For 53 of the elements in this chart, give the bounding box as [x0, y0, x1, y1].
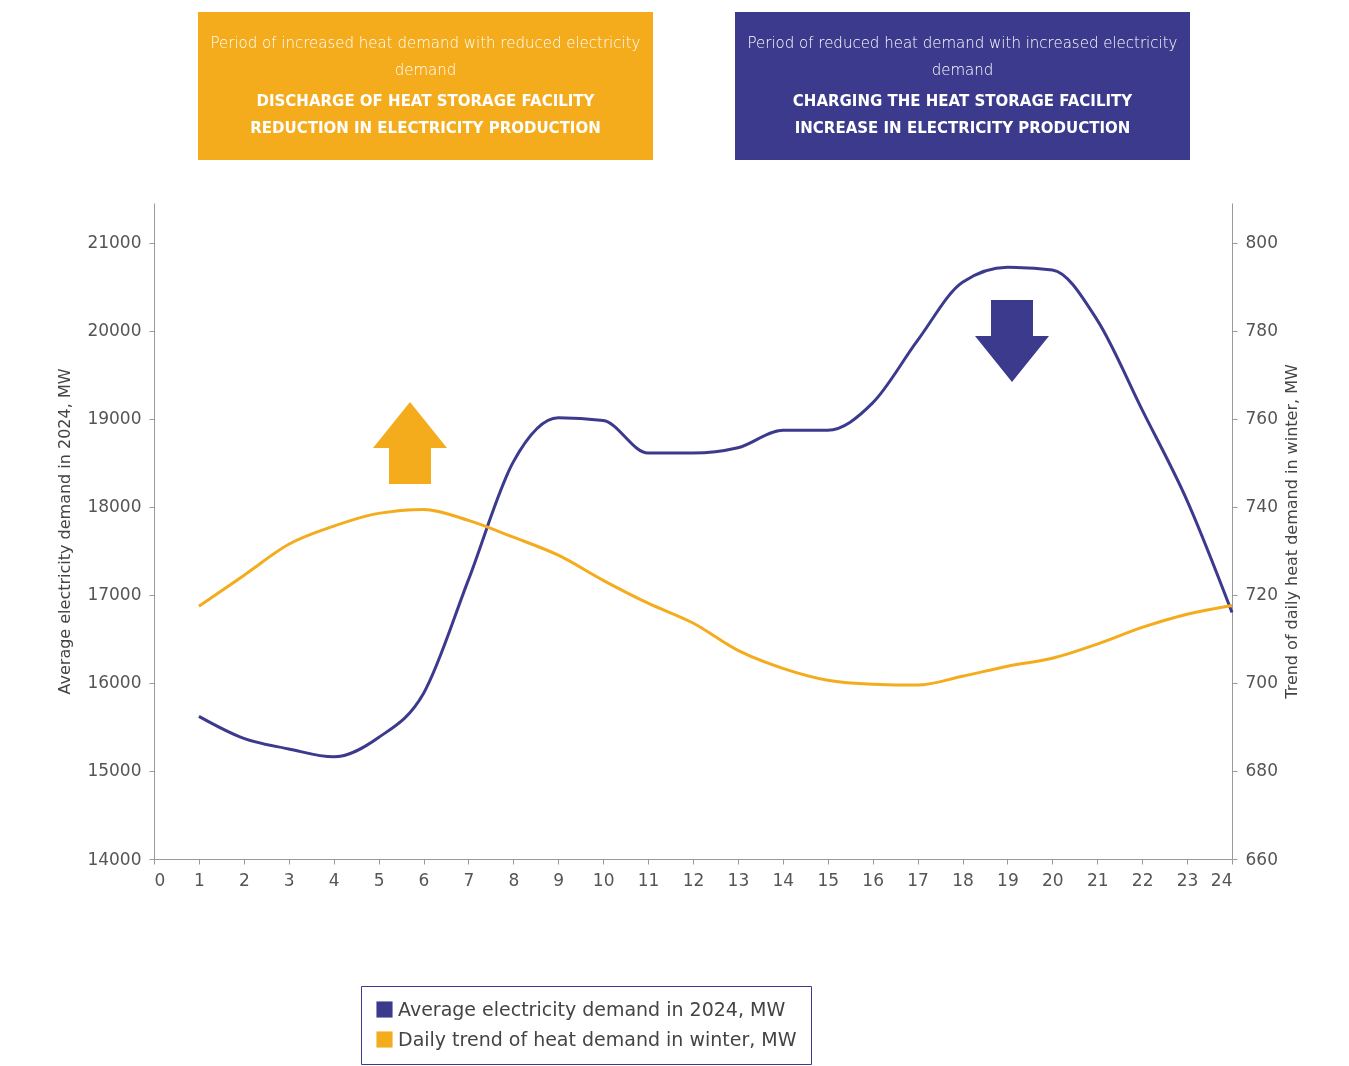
line-series — [197, 265, 1234, 759]
x-tick-label: 7 — [463, 869, 475, 890]
y2-axis-title: Trend of daily heat demand in winter, MW — [1281, 364, 1301, 700]
x-tick-label: 22 — [1131, 869, 1154, 890]
text: Period of increased heat demand with reduced electricity demand — [209, 33, 642, 81]
y2-tick-label: 740 — [1245, 496, 1278, 517]
x-tick-label: 10 — [592, 869, 615, 890]
x-tick-label: 18 — [952, 869, 974, 890]
x-tick-label: 9 — [553, 869, 565, 890]
x-tick-label: 2 — [238, 869, 250, 890]
x-tick-label: 1 — [194, 869, 205, 890]
y-tick-label: 15000 — [87, 760, 142, 781]
text: REDUCTION IN ELECTRICITY PRODUCTION — [249, 118, 602, 139]
x-tick-label: 15 — [817, 869, 840, 890]
y-tick-label: 16000 — [87, 672, 142, 693]
x-tick-label: 0 — [154, 869, 166, 890]
y2-tick-label: 780 — [1245, 320, 1278, 341]
line-series — [197, 507, 1234, 687]
x-tick-label: 14 — [772, 869, 795, 890]
y2-tick-label: 680 — [1245, 760, 1278, 781]
x-tick-label: 13 — [727, 869, 750, 890]
x-tick-label: 23 — [1176, 869, 1199, 890]
x-tick-label: 19 — [997, 869, 1019, 890]
legend-label: Daily trend of heat demand in winter, MW — [398, 1027, 797, 1050]
x-tick-label: 4 — [328, 869, 340, 890]
y2-tick-label: 760 — [1245, 408, 1278, 429]
x-tick-label: 11 — [637, 869, 660, 890]
y-tick-label: 14000 — [87, 848, 142, 869]
x-tick-label: 24 — [1210, 869, 1233, 890]
x-tick-label: 12 — [682, 869, 705, 890]
y-tick-label: 21000 — [87, 232, 142, 253]
y-axis-title: Average electricity demand in 2024, MW — [55, 368, 75, 695]
text: CHARGING THE HEAT STORAGE FACILITY — [791, 91, 1134, 112]
x-tick-label: 17 — [907, 869, 929, 890]
x-tick-label: 20 — [1042, 869, 1064, 890]
text: Period of reduced heat demand with increased electricity demand — [746, 33, 1179, 81]
y2-tick-label: 720 — [1245, 584, 1278, 605]
text: DISCHARGE OF HEAT STORAGE FACILITY — [255, 91, 596, 112]
x-tick-label: 16 — [862, 869, 884, 890]
y-tick-label: 20000 — [87, 320, 142, 341]
x-tick-label: 6 — [418, 869, 430, 890]
y-tick-label: 18000 — [87, 496, 142, 517]
legend-label: Average electricity demand in 2024, MW — [398, 997, 786, 1020]
x-tick-label: 3 — [283, 869, 295, 890]
y-tick-label: 17000 — [87, 584, 142, 605]
x-tick-label: 5 — [373, 869, 385, 890]
y-tick-label: 19000 — [87, 408, 142, 429]
y2-tick-label: 700 — [1245, 672, 1278, 693]
x-tick-label: 8 — [508, 869, 520, 890]
y2-tick-label: 800 — [1245, 232, 1278, 253]
y2-tick-label: 660 — [1245, 848, 1278, 869]
text: INCREASE IN ELECTRICITY PRODUCTION — [793, 118, 1132, 139]
x-tick-label: 21 — [1086, 869, 1109, 890]
